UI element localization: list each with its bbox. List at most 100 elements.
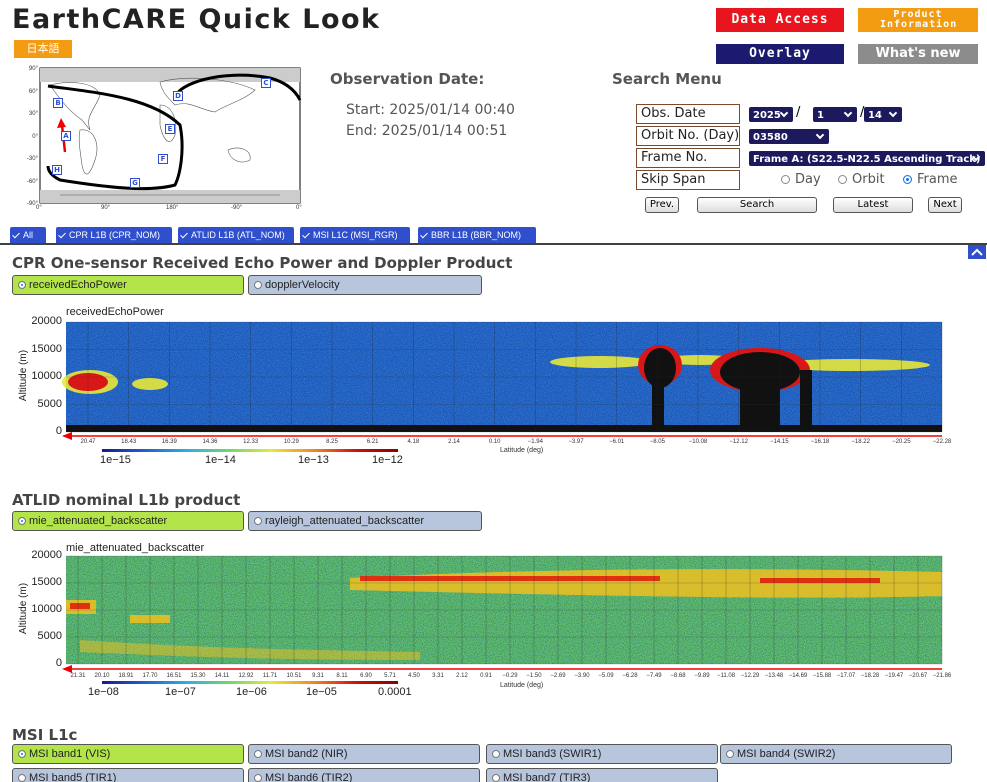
x-tick-label: 18.91: [118, 673, 134, 679]
colorbar-label: 0.0001: [378, 686, 412, 698]
colorbar-label: 1e−06: [236, 686, 267, 698]
option-button[interactable]: MSI band4 (SWIR2): [720, 744, 952, 764]
x-tick-label: −0.29: [502, 673, 518, 679]
x-tick-label: −20.25: [892, 439, 911, 445]
colorbar-label: 1e−13: [298, 454, 329, 466]
day-select[interactable]: 14: [864, 107, 902, 122]
y-axis-label: Altitude (m): [18, 349, 30, 402]
x-tick-label: −6.01: [609, 439, 625, 445]
x-tick-label: −22.28: [932, 439, 952, 445]
product-tab[interactable]: All: [10, 227, 46, 243]
x-tick-label: −18.22: [851, 439, 870, 445]
x-tick-label: 0.91: [480, 673, 492, 679]
observation-end: End: 2025/01/14 00:51: [346, 123, 508, 139]
x-tick-label: 4.50: [408, 673, 420, 679]
x-tick-label: 2.12: [456, 673, 468, 679]
skip-radio[interactable]: Day: [781, 172, 821, 187]
header-button[interactable]: Overlay: [716, 44, 844, 64]
colorbar-label: 1e−14: [205, 454, 236, 466]
month-select[interactable]: 1: [813, 107, 857, 122]
x-tick-label: −11.08: [716, 673, 736, 679]
collapse-button[interactable]: [968, 245, 986, 259]
x-tick-label: −8.68: [670, 673, 686, 679]
product-tab[interactable]: MSI L1C (MSI_RGR): [300, 227, 410, 243]
search-button[interactable]: Latest: [833, 197, 913, 213]
x-tick-label: 16.39: [161, 439, 177, 445]
plot-title: receivedEchoPower: [66, 306, 164, 318]
lat-label: 60°: [28, 88, 38, 95]
language-button[interactable]: 日本語: [14, 40, 72, 58]
x-tick-label: −14.15: [770, 439, 789, 445]
option-button[interactable]: MSI band5 (TIR1): [12, 768, 244, 782]
separator: /: [860, 105, 865, 120]
x-tick-label: −21.86: [932, 673, 952, 679]
option-button[interactable]: MSI band7 (TIR3): [486, 768, 718, 782]
y-tick-label: 0: [55, 657, 62, 669]
y-tick-label: 0: [55, 425, 62, 437]
product-tab[interactable]: ATLID L1B (ATL_NOM): [178, 227, 294, 243]
option-button[interactable]: receivedEchoPower: [12, 275, 244, 295]
x-tick-label: −3.90: [574, 673, 590, 679]
x-tick-label: −19.47: [884, 673, 904, 679]
option-button[interactable]: MSI band1 (VIS): [12, 744, 244, 764]
x-tick-label: 6.21: [366, 439, 379, 445]
lon-label: 0°: [296, 205, 302, 211]
x-tick-label: −16.18: [810, 439, 830, 445]
option-button[interactable]: MSI band6 (TIR2): [248, 768, 480, 782]
search-button[interactable]: Search: [697, 197, 817, 213]
search-heading: Search Menu: [612, 70, 722, 88]
header-button[interactable]: Data Access: [716, 8, 844, 32]
plot-title: mie_attenuated_backscatter: [66, 542, 205, 554]
x-tick-label: 14.36: [202, 439, 218, 445]
skip-radio[interactable]: Frame: [903, 172, 958, 187]
x-tick-label: 10.29: [283, 439, 299, 445]
year-select[interactable]: 2025: [749, 107, 793, 122]
map-marker: D: [173, 91, 183, 101]
x-tick-label: 11.71: [262, 673, 278, 679]
map-marker: B: [53, 98, 63, 108]
y-tick-label: 15000: [31, 576, 62, 588]
y-tick-label: 5000: [37, 397, 62, 410]
orbit-select[interactable]: 03580: [749, 129, 829, 144]
map-marker: H: [52, 165, 62, 175]
y-tick-label: 20000: [31, 549, 62, 561]
option-button[interactable]: rayleigh_attenuated_backscatter: [248, 511, 482, 531]
option-button[interactable]: MSI band3 (SWIR1): [486, 744, 718, 764]
frame-select[interactable]: Frame A: (S22.5-N22.5 Ascending Track): [749, 151, 985, 166]
product-tab[interactable]: BBR L1B (BBR_NOM): [418, 227, 536, 243]
x-axis-label: Latitude (deg): [500, 682, 544, 689]
skip-radio[interactable]: Orbit: [838, 172, 885, 187]
x-tick-label: 20.10: [94, 673, 110, 679]
lat-label: 30°: [28, 111, 38, 117]
header-button[interactable]: Product Information: [858, 8, 978, 32]
option-button[interactable]: mie_attenuated_backscatter: [12, 511, 244, 531]
observation-start: Start: 2025/01/14 00:40: [346, 102, 515, 118]
colorbar-label: 1e−05: [306, 686, 337, 698]
header-button[interactable]: What's new: [858, 44, 978, 64]
option-button[interactable]: MSI band2 (NIR): [248, 744, 480, 764]
product-tab[interactable]: CPR L1B (CPR_NOM): [56, 227, 172, 243]
x-axis-label: Latitude (deg): [500, 447, 544, 454]
section-title: ATLID nominal L1b product: [12, 491, 241, 509]
x-tick-label: 3.31: [432, 673, 444, 679]
x-tick-label: −18.28: [860, 673, 880, 679]
x-tick-label: 10.51: [286, 673, 302, 679]
field-label: Skip Span: [636, 170, 740, 190]
lat-label: 90°: [28, 66, 38, 72]
map-marker: F: [158, 154, 168, 164]
page-title: EarthCARE Quick Look: [12, 4, 381, 35]
search-button[interactable]: Prev.: [645, 197, 679, 213]
separator: /: [796, 105, 801, 120]
x-tick-label: 4.18: [407, 439, 420, 445]
x-tick-label: −13.48: [764, 673, 784, 679]
world-map: [39, 67, 302, 204]
x-tick-label: 9.31: [312, 673, 324, 679]
x-tick-label: 2.14: [448, 439, 460, 445]
field-label: Frame No.: [636, 148, 740, 168]
search-button[interactable]: Next: [928, 197, 962, 213]
colorbar: [102, 681, 398, 684]
x-tick-label: 12.33: [243, 439, 259, 445]
lat-label: 0°: [32, 133, 38, 140]
option-button[interactable]: dopplerVelocity: [248, 275, 482, 295]
